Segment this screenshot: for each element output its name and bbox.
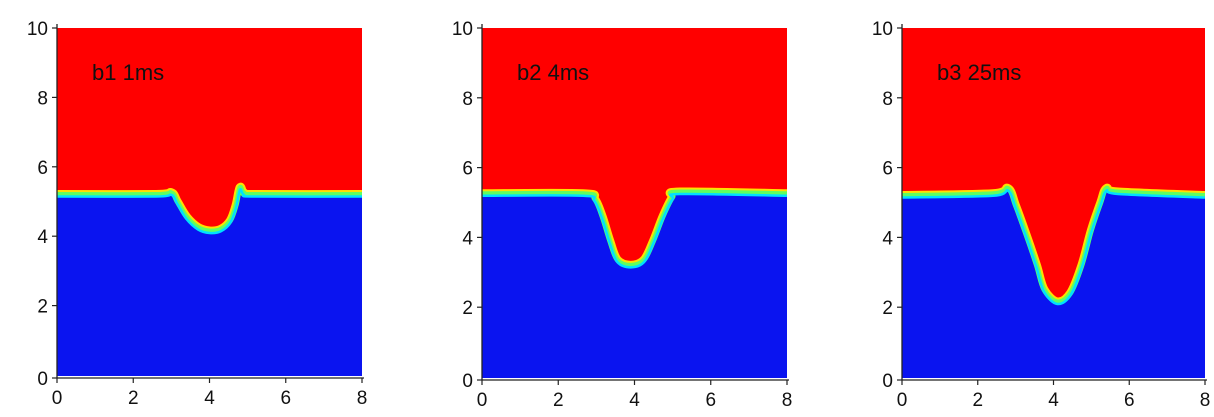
interface-mid-band bbox=[57, 184, 362, 234]
y-tick-label: 4 bbox=[37, 227, 48, 248]
y-tick-label: 0 bbox=[882, 371, 893, 392]
phase-field bbox=[902, 28, 1205, 378]
x-tick-label: 6 bbox=[1124, 390, 1135, 411]
y-tick-label: 8 bbox=[37, 88, 48, 109]
y-tick-label: 8 bbox=[462, 89, 473, 110]
y-tick-label: 6 bbox=[882, 159, 893, 180]
lower-fluid-region bbox=[902, 188, 1205, 378]
interface-inner-band bbox=[57, 187, 362, 235]
interface-inner-band bbox=[482, 192, 787, 269]
x-tick-label: 8 bbox=[1200, 390, 1211, 411]
y-tick-label: 8 bbox=[882, 89, 893, 110]
phase-field bbox=[57, 28, 362, 376]
y-tick-label: 0 bbox=[462, 371, 473, 392]
y-tick-label: 10 bbox=[872, 19, 893, 40]
x-tick-label: 0 bbox=[52, 388, 63, 409]
y-tick-label: 2 bbox=[462, 298, 473, 319]
lower-fluid-region bbox=[57, 187, 362, 376]
x-tick-label: 6 bbox=[705, 390, 716, 411]
y-tick-label: 6 bbox=[37, 158, 48, 179]
panel-1: 0 2 4 6 8 10 0 2 4 6 8 b1 1ms bbox=[27, 19, 367, 409]
x-tick-label: 2 bbox=[128, 388, 139, 409]
y-tick-label: 6 bbox=[462, 159, 473, 180]
x-tick-label: 8 bbox=[357, 388, 368, 409]
y-tick-label: 10 bbox=[27, 19, 48, 40]
x-tick-label: 2 bbox=[972, 390, 983, 411]
panel-label: b3 25ms bbox=[937, 60, 1021, 85]
y-tick-label: 2 bbox=[37, 297, 48, 318]
panel-2: 0 2 4 6 8 10 0 2 4 6 8 b2 4ms bbox=[452, 19, 792, 411]
x-tick-label: 2 bbox=[553, 390, 564, 411]
phase-field bbox=[482, 28, 787, 378]
x-tick-label: 4 bbox=[204, 388, 215, 409]
y-tick-label: 4 bbox=[882, 228, 893, 249]
y-tick-label: 10 bbox=[452, 19, 473, 40]
x-tick-label: 0 bbox=[477, 390, 488, 411]
interface-mid-band bbox=[902, 185, 1205, 305]
y-tick-label: 2 bbox=[882, 298, 893, 319]
y-tick-label: 4 bbox=[462, 228, 473, 249]
panel-label: b1 1ms bbox=[92, 60, 164, 85]
interface-inner-band bbox=[902, 188, 1205, 306]
panel-label: b2 4ms bbox=[517, 60, 589, 85]
y-tick-label: 0 bbox=[37, 369, 48, 390]
x-tick-label: 8 bbox=[782, 390, 793, 411]
x-tick-label: 6 bbox=[280, 388, 291, 409]
panel-3: 0 2 4 6 8 10 0 2 4 6 8 b3 25ms bbox=[872, 19, 1210, 411]
x-tick-label: 0 bbox=[897, 390, 908, 411]
x-tick-label: 4 bbox=[629, 390, 640, 411]
lower-fluid-region bbox=[482, 191, 787, 378]
x-tick-label: 4 bbox=[1048, 390, 1059, 411]
